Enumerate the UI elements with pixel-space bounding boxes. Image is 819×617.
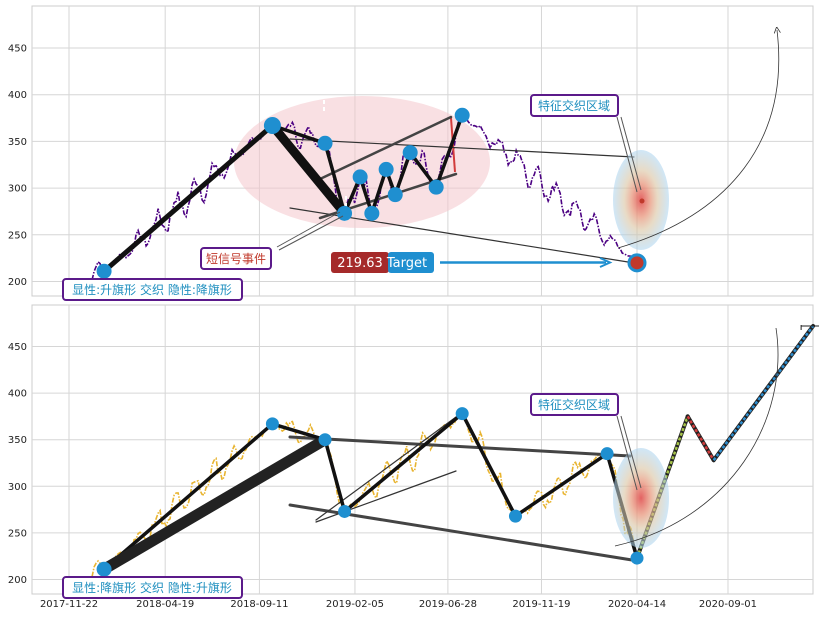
top-pivot-point [317,135,333,151]
top-zone-label-text: 特征交织区域 [538,98,610,113]
bottom-pivot-point [318,433,332,447]
top-breakdown-line [267,121,350,218]
x-tick-label: 2020-04-14 [608,599,666,610]
bottom-channel-upper [315,416,457,521]
bottom-pivot-point [455,407,469,421]
x-tick-label: 2018-09-11 [230,599,288,610]
bottom-pivot-point [96,561,112,577]
top-pivot-point [352,169,368,185]
target-value-badge [331,252,389,273]
top-pivot-point [378,161,394,177]
top-flag-zone [234,96,490,228]
top-pivot-point [454,107,470,123]
top-pivot-point [402,145,418,161]
bottom-zone-label-box [530,393,619,416]
top-projection-arrow [617,30,779,249]
event-label-box [200,247,272,270]
event-callout [276,211,344,251]
top-pivot-point [263,117,281,135]
x-tick-label: 2019-02-05 [326,599,384,610]
bottom-projection-curve [614,327,779,547]
bottom-y-tick-label: 250 [8,528,27,539]
bottom-pivot-point [630,551,644,565]
target-label-text: Target [386,256,427,271]
target-label-badge [388,252,434,273]
event-label-text: 短信号事件 [206,252,266,266]
bottom-y-tick-label: 450 [8,342,27,353]
top-zone-label-box [530,94,619,117]
top-pivot-point [96,263,112,279]
top-zone-callout [616,116,642,193]
top-y-tick-label: 200 [8,277,27,288]
projection-end-marker [800,324,819,330]
bottom-y-tick-label: 300 [8,482,27,493]
x-tick-label: 2019-11-19 [512,599,570,610]
top-y-tick-label: 300 [8,184,27,195]
top-pole-line [101,123,275,274]
projection-segment [712,325,815,461]
top-pattern-label-box [62,278,243,301]
bottom-pivot-point [508,509,522,523]
top-y-tick-label: 400 [8,90,27,101]
top-pivot-point [428,179,444,195]
top-target-point [627,253,647,273]
bottom-y-tick-label: 400 [8,389,27,400]
top-y-tick-label: 450 [8,44,27,55]
bottom-price-series [91,412,638,577]
bottom-zone-label-text: 特征交织区域 [538,397,610,412]
bottom-upper-boundary [288,435,632,458]
x-tick-label: 2018-04-19 [136,599,194,610]
bottom-pattern-label-box [62,576,243,599]
top-feature-center [639,198,645,204]
top-y-tick-label: 350 [8,137,27,148]
top-pattern-label-text: 显性:升旗形 交织 隐性:降旗形 [72,282,232,297]
bottom-zigzag-path [102,411,639,571]
top-price-series [91,114,638,280]
bottom-y-tick-label: 350 [8,435,27,446]
bottom-panel-frame [31,304,814,595]
bottom-pivot-point [265,417,279,431]
x-tick-label: 2020-09-01 [699,599,757,610]
bottom-y-tick-label: 200 [8,575,27,586]
bottom-pattern-label-text: 显性:降旗形 交织 隐性:升旗形 [72,580,232,595]
bottom-pivot-point [600,447,614,461]
bottom-feature-zone [613,448,669,548]
top-upper-boundary [289,138,635,158]
bottom-zone-callout [616,415,642,491]
x-tick-label: 2017-11-22 [40,599,98,610]
x-tick-label: 2019-06-28 [419,599,477,610]
top-pivot-point [387,187,403,203]
top-pivot-point [364,205,380,221]
projection-segment [686,415,715,461]
bottom-pivot-point [338,504,352,518]
top-flag-upper-line [318,115,453,181]
top-y-tick-label: 250 [8,230,27,241]
top-target-arrow [599,257,613,268]
target-value-text: 219.63 [337,256,383,271]
bottom-pole-line [98,434,331,575]
